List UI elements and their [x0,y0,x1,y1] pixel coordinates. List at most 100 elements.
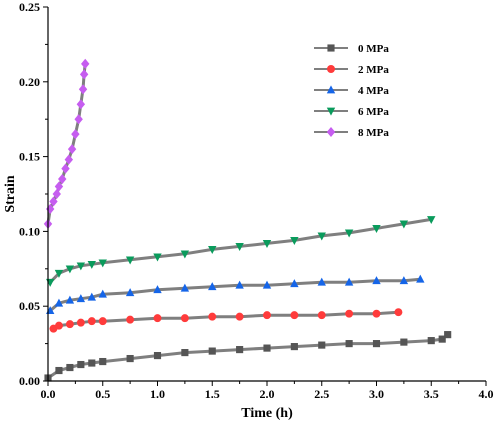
plot-area [43,58,452,382]
y-tick-label: 0.05 [19,299,40,313]
data-point [372,309,381,318]
legend-label: 6 MPa [358,106,389,118]
data-point [416,274,425,283]
data-point [180,283,190,292]
data-point [126,315,135,324]
data-point [344,229,354,238]
x-tick-label: 1.0 [150,387,165,401]
data-point [180,250,190,259]
data-point [208,245,217,254]
data-point [208,312,217,321]
data-point [427,216,436,225]
data-point [54,298,64,307]
series-2-mpa [49,308,403,333]
data-point [372,276,381,285]
legend-item: 8 MPa [314,126,389,139]
y-axis-label: Strain [3,175,18,213]
data-point [74,114,83,125]
data-point [76,99,86,110]
data-point [208,347,216,355]
data-point [235,280,244,289]
legend-marker [326,107,336,116]
fit-line [48,217,433,284]
data-point [318,341,326,349]
legend-label: 2 MPa [358,64,389,76]
data-point [58,174,67,185]
legend-label: 4 MPa [358,85,389,97]
data-point [87,292,96,301]
data-point [79,69,89,80]
x-tick-label: 0.0 [41,387,56,401]
data-point [77,360,85,369]
data-point [98,259,107,268]
data-point [317,277,326,286]
axes: 0.0 0.5 1.0 1.5 2.0 2.5 3.0 3.5 4.0 0.00 0.05 0.10 0… [3,0,494,421]
series-6-mpa [45,216,436,287]
data-point [153,314,162,323]
data-point [427,337,435,345]
x-tick-label: 2.0 [260,387,275,401]
data-point [98,289,107,298]
legend-label: 8 MPa [358,127,389,139]
data-point [54,181,64,192]
data-point [76,262,86,271]
data-point [153,351,162,360]
legend-marker [327,44,335,52]
data-point [52,188,61,200]
data-point [65,295,75,304]
series-8-mpa [43,58,90,229]
data-point [345,340,353,348]
data-point [125,256,135,265]
data-point [235,243,244,251]
series-4-mpa [45,274,425,315]
data-point [372,340,381,348]
x-axis-label: Time (h) [241,406,293,421]
data-point [67,144,77,155]
data-point [99,357,107,366]
data-point [345,309,354,318]
data-point [81,58,90,69]
x-tick-label: 1.5 [205,387,220,401]
data-point [153,253,162,262]
data-point [45,278,55,287]
data-point [290,343,298,351]
legend-marker [326,85,336,94]
x-tick-label: 2.5 [314,387,329,401]
data-point [126,354,134,363]
data-point [262,280,272,289]
legend-item: 0 MPa [314,43,389,55]
data-point [88,359,96,367]
y-tick-label: 0.20 [19,75,40,89]
data-point [290,311,299,320]
data-point [236,346,244,354]
data-point [208,282,217,291]
data-point [54,321,63,330]
data-point [317,311,326,320]
data-point [55,366,63,375]
data-point [71,129,80,140]
data-point [66,363,74,372]
y-tick-label: 0.15 [19,150,40,164]
y-tick-label: 0.00 [19,374,40,388]
data-point [76,318,85,327]
data-point [400,338,408,346]
legend-marker [326,126,336,138]
x-tick-label: 3.5 [424,387,439,401]
data-point [153,285,162,294]
data-point [444,331,452,339]
data-point [87,317,96,326]
data-point [181,349,189,357]
data-point [399,220,409,229]
data-point [65,265,75,274]
data-point [235,312,244,321]
data-point [64,154,74,165]
data-point [180,314,189,323]
x-tick-label: 0.5 [95,387,110,401]
x-tick-label: 3.0 [369,387,384,401]
data-point [61,163,70,174]
data-point [438,335,446,343]
legend-item: 4 MPa [314,85,389,97]
data-point [372,225,381,234]
data-point [317,232,326,241]
